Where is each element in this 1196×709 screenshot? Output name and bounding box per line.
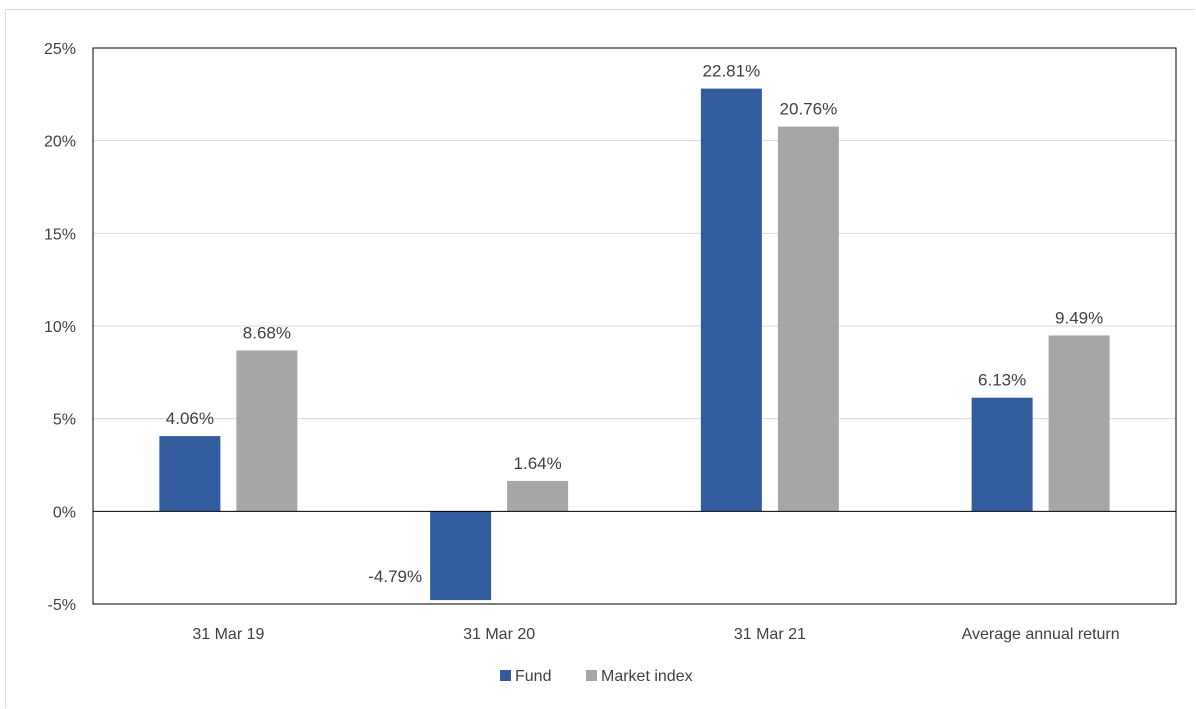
data-label: 20.76% xyxy=(780,100,838,119)
plot-area-border xyxy=(92,47,1177,605)
data-label: 22.81% xyxy=(703,62,761,81)
bar-market-index xyxy=(777,126,839,512)
y-tick-label: 10% xyxy=(44,319,76,336)
x-tick-label: 31 Mar 19 xyxy=(192,626,264,643)
y-tick-label: -5% xyxy=(48,597,76,614)
bars xyxy=(159,88,1110,601)
bar-fund xyxy=(700,88,762,512)
legend-swatch-market-index xyxy=(586,670,597,681)
bar-market-index xyxy=(236,350,298,512)
x-tick-labels: 31 Mar 19 31 Mar 20 31 Mar 21 Average annua… xyxy=(192,626,1119,643)
y-tick-label: 0% xyxy=(53,504,76,521)
bar-fund xyxy=(971,397,1033,512)
bar-fund xyxy=(159,436,221,512)
data-label: 6.13% xyxy=(978,371,1026,390)
x-tick-label: 31 Mar 21 xyxy=(734,626,806,643)
bar-market-index xyxy=(1048,335,1110,512)
data-label: 1.64% xyxy=(514,454,562,473)
data-label: 4.06% xyxy=(166,409,214,428)
legend-label: Market index xyxy=(601,668,693,685)
y-tick-labels: -5% 0% 5% 10% 15% 20% 25% xyxy=(44,41,76,614)
legend-swatch-fund xyxy=(500,670,511,681)
x-tick-label: Average annual return xyxy=(962,626,1120,643)
y-tick-label: 25% xyxy=(44,41,76,58)
y-tick-label: 15% xyxy=(44,226,76,243)
data-label: 9.49% xyxy=(1055,308,1103,327)
x-tick-label: 31 Mar 20 xyxy=(463,626,535,643)
legend: Fund Market index xyxy=(500,668,693,685)
legend-label: Fund xyxy=(515,668,551,685)
bar-market-index xyxy=(507,480,569,512)
data-label: 8.68% xyxy=(243,323,291,342)
bar-fund xyxy=(430,511,492,601)
axes xyxy=(92,47,1177,605)
y-tick-label: 20% xyxy=(44,134,76,151)
data-label: -4.79% xyxy=(368,567,422,586)
y-tick-label: 5% xyxy=(53,412,76,429)
chart-frame xyxy=(5,9,1195,708)
data-labels: 4.06% 8.68% -4.79% 1.64% 22.81% 20.76% 6.13% 9.… xyxy=(166,62,1103,587)
